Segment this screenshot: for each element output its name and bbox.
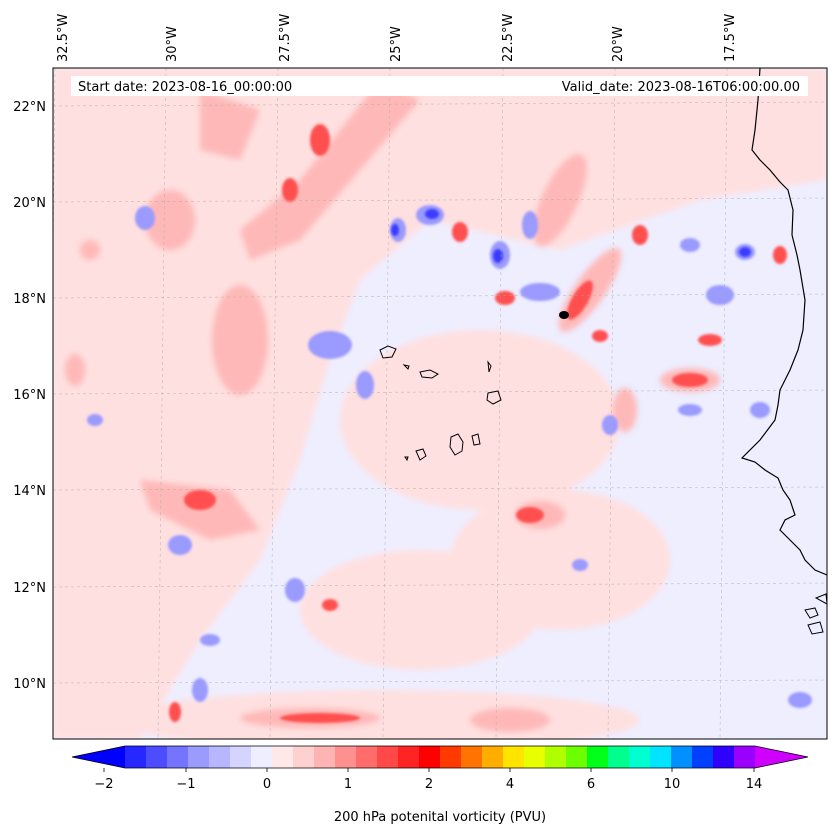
- colorbar-tick-label: 0: [263, 777, 271, 792]
- colorbar-cell: [650, 746, 672, 768]
- pv-positive-strong: [169, 124, 787, 723]
- colorbar-ticks: [103, 768, 755, 772]
- colorbar-cell: [335, 746, 357, 768]
- colorbar-cell: [671, 746, 693, 768]
- colorbar-tick-label: 1: [344, 777, 352, 792]
- lon-label: 32.5°W: [56, 14, 71, 62]
- colorbar-cell: [566, 746, 588, 768]
- colorbar-cell: [692, 746, 714, 768]
- colorbar-cell: [356, 746, 378, 768]
- colorbar-tick-label: 6: [587, 777, 595, 792]
- header-bar: [71, 76, 808, 96]
- colorbar-cell: [146, 746, 168, 768]
- lat-label: 16°N: [13, 388, 46, 403]
- lon-label: 25°W: [389, 26, 404, 62]
- lon-label: 22.5°W: [501, 14, 516, 62]
- lon-label: 17.5°W: [723, 14, 738, 62]
- valid-date-label: Valid_date: 2023-08-16T06:00:00.00: [562, 80, 800, 95]
- latitude-labels: 22°N 20°N 18°N 16°N 14°N 12°N 10°N: [13, 100, 46, 692]
- lat-label: 12°N: [13, 581, 46, 596]
- lat-label: 18°N: [13, 292, 46, 307]
- colorbar-cell: [314, 746, 336, 768]
- colorbar-cell: [125, 746, 147, 768]
- colorbar-tick-label: 2: [425, 777, 433, 792]
- cape-verde-islands: [379, 345, 502, 462]
- lon-label: 30°W: [165, 26, 180, 62]
- africa-coastline: [740, 68, 827, 576]
- colorbar-tick-label: 4: [506, 777, 514, 792]
- colorbar-cell: [461, 746, 483, 768]
- pv-max-core: [559, 311, 569, 319]
- colorbar-tick-label: 10: [664, 777, 681, 792]
- colorbar-cell: [440, 746, 462, 768]
- lat-label: 10°N: [13, 677, 46, 692]
- colorbar-tick-label: −1: [176, 777, 195, 792]
- colorbar-extend-max: [755, 746, 808, 768]
- colorbar-cell: [524, 746, 546, 768]
- lon-label: 27.5°W: [278, 14, 293, 62]
- colorbar-cell: [629, 746, 651, 768]
- colorbar-cell: [251, 746, 273, 768]
- colorbar-cell: [608, 746, 630, 768]
- colorbar-cell: [503, 746, 525, 768]
- colorbar-cells: [125, 746, 756, 768]
- colorbar: −2 −1 0 1 2 4 6 10 14 200 hPa potenital …: [71, 745, 809, 825]
- colorbar-tick-label: 14: [746, 777, 763, 792]
- lon-label: 20°W: [611, 26, 626, 62]
- colorbar-tick-label: −2: [94, 777, 113, 792]
- colorbar-cell: [188, 746, 210, 768]
- lat-label: 22°N: [13, 100, 46, 115]
- lat-label: 20°N: [13, 196, 46, 211]
- colorbar-cell: [293, 746, 315, 768]
- colorbar-cell: [272, 746, 294, 768]
- colorbar-cell: [734, 746, 756, 768]
- colorbar-cell: [398, 746, 420, 768]
- colorbar-cell: [587, 746, 609, 768]
- map-panel: Start date: 2023-08-16_00:00:00 Valid_da…: [53, 68, 827, 739]
- graticule: [53, 68, 827, 739]
- colorbar-cell: [482, 746, 504, 768]
- lat-label: 14°N: [13, 484, 46, 499]
- colorbar-label: 200 hPa potenital vorticity (PVU): [334, 810, 546, 825]
- colorbar-cell: [545, 746, 567, 768]
- pv-negative-strong: [391, 209, 751, 263]
- colorbar-cell: [230, 746, 252, 768]
- colorbar-cell: [713, 746, 735, 768]
- colorbar-cell: [167, 746, 189, 768]
- colorbar-outline: [71, 745, 809, 769]
- colorbar-cell: [419, 746, 441, 768]
- start-date-label: Start date: 2023-08-16_00:00:00: [78, 80, 292, 95]
- colorbar-cell: [209, 746, 231, 768]
- longitude-labels: 32.5°W 30°W 27.5°W 25°W 22.5°W 20°W 17.5…: [56, 14, 738, 62]
- colorbar-extend-min: [72, 746, 125, 768]
- colorbar-cell: [377, 746, 399, 768]
- pv-negative: [87, 205, 812, 708]
- map-frame: [52, 67, 828, 740]
